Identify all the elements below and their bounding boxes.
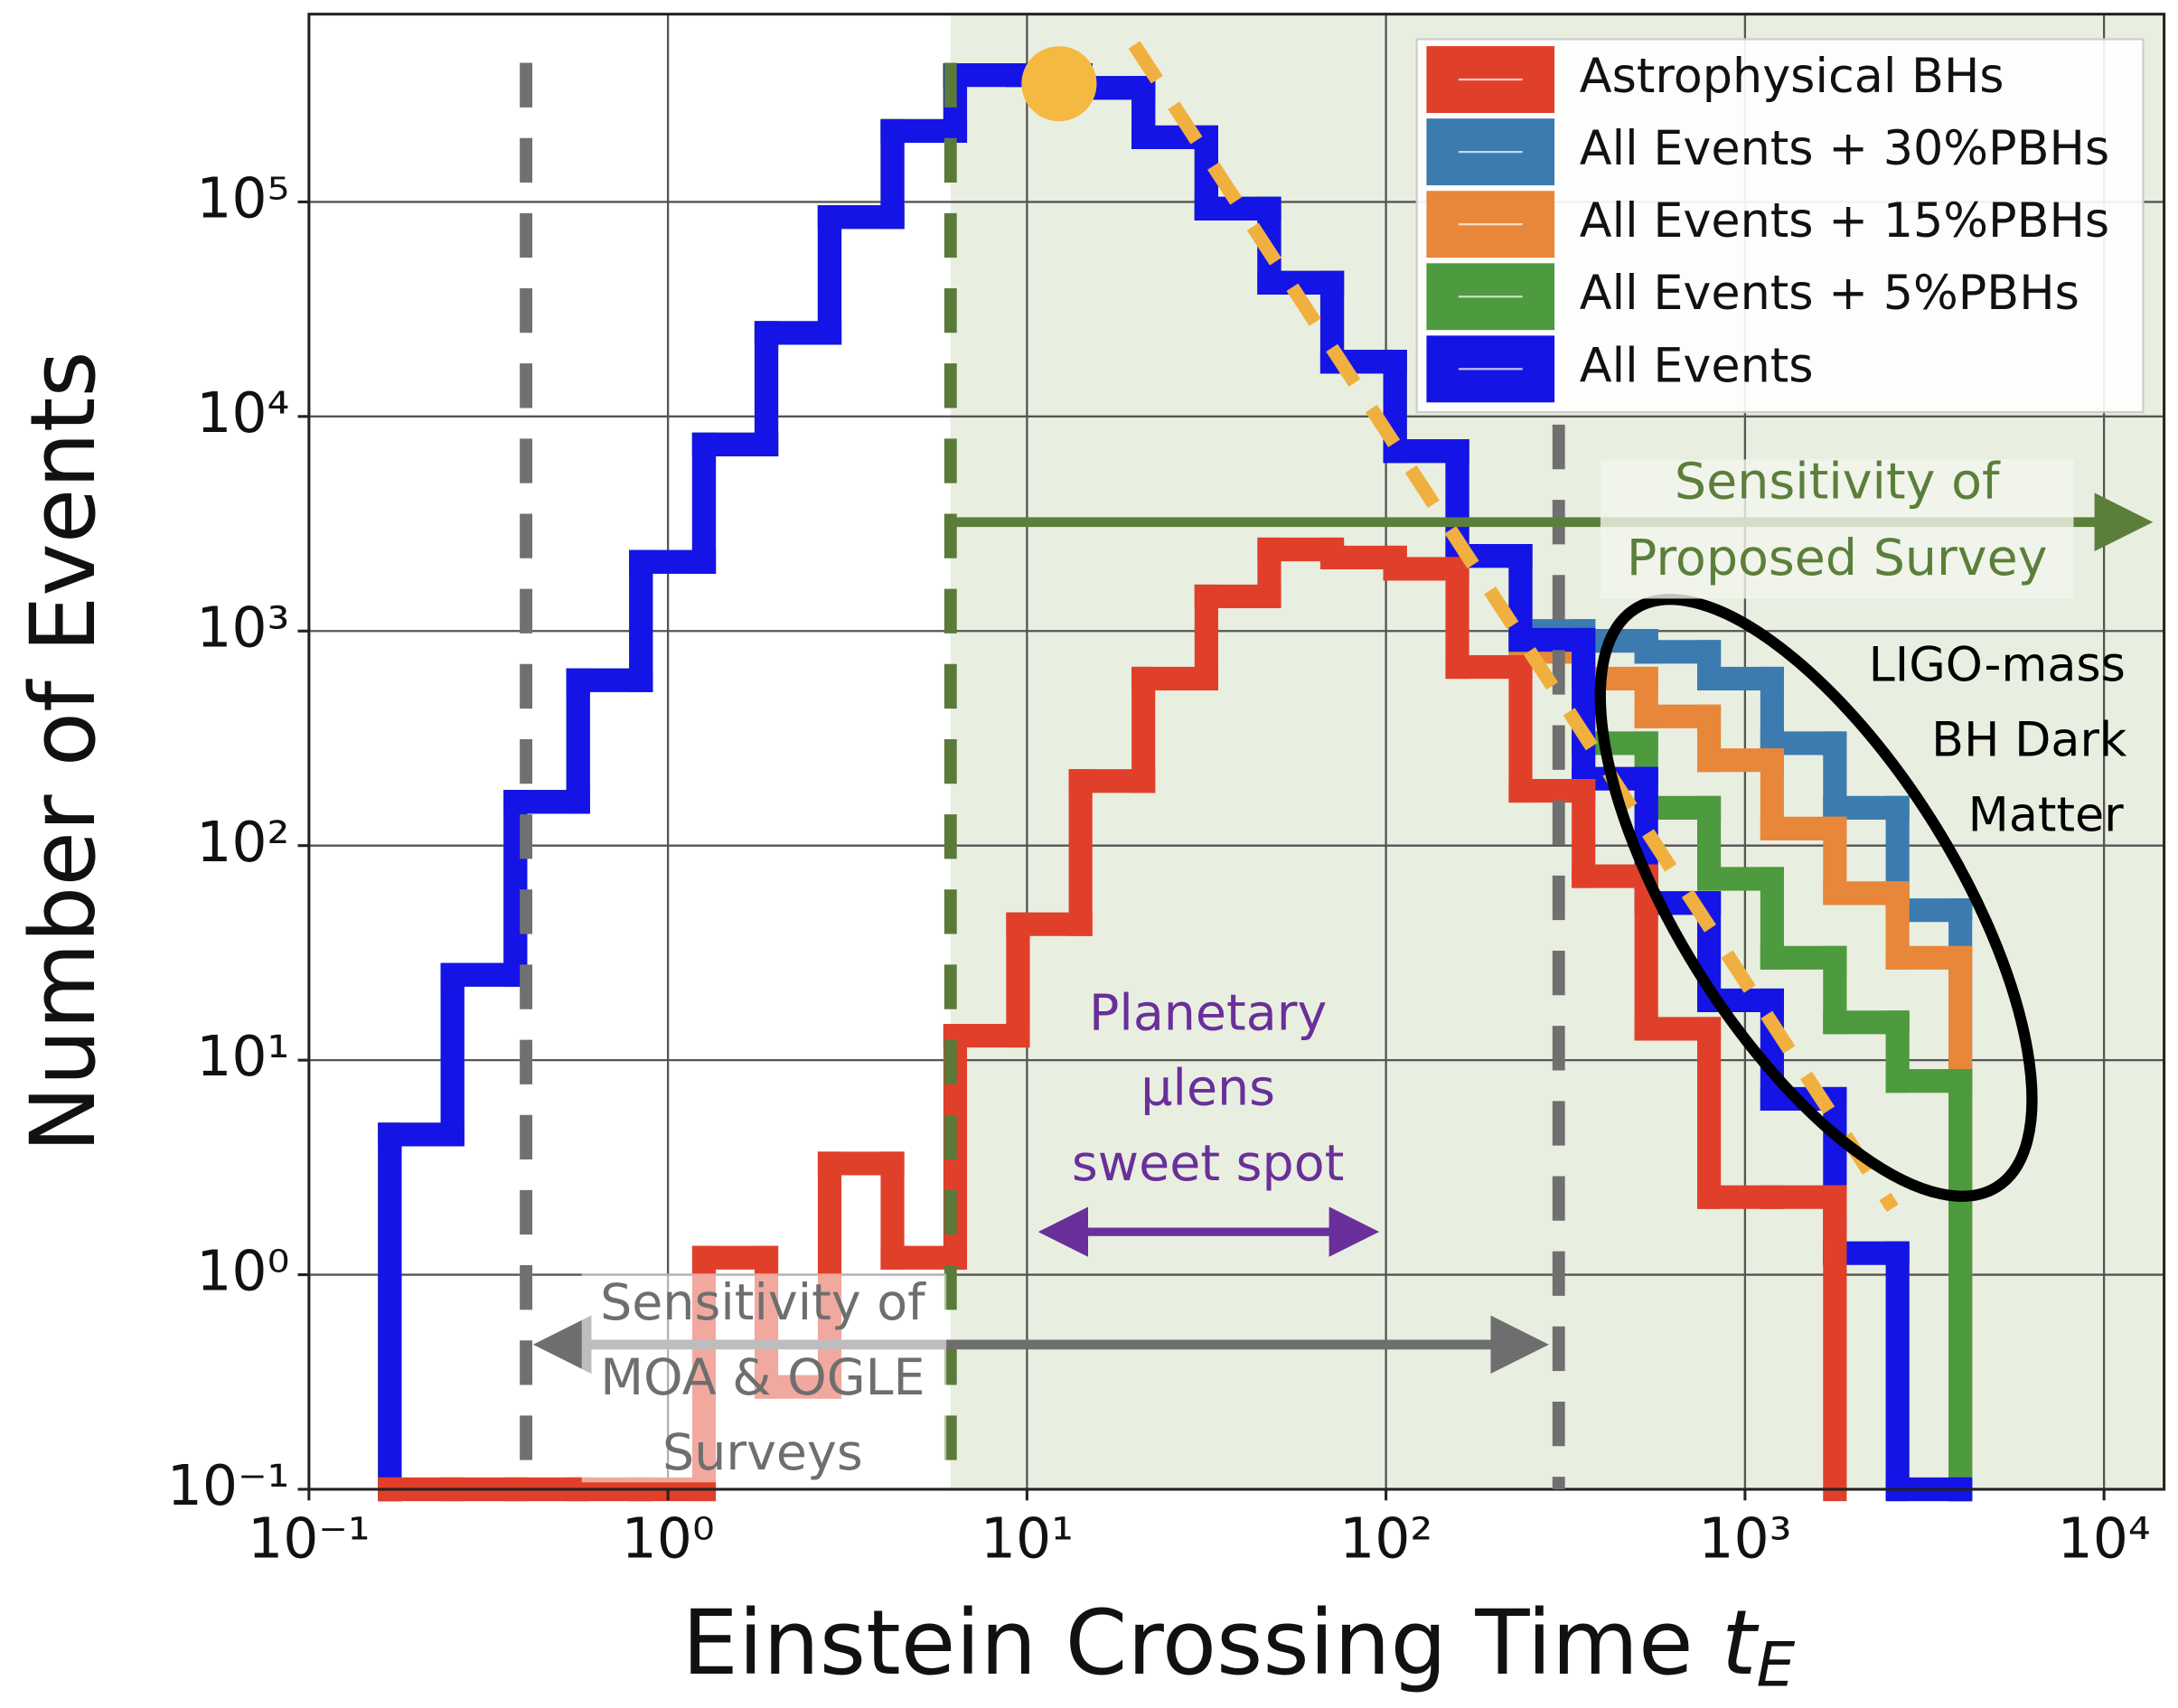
annotation: BH Dark: [1931, 713, 2127, 768]
annotation: Sensitivity of: [1675, 453, 2001, 511]
legend-label: All Events + 30%PBHs: [1580, 121, 2109, 176]
annotation: Surveys: [662, 1424, 863, 1482]
y-tick-label: 10⁰: [196, 1239, 289, 1304]
legend-label: All Events + 5%PBHs: [1580, 266, 2079, 321]
x-tick-label: 10²: [1339, 1506, 1432, 1572]
peak-marker: [1021, 46, 1097, 122]
x-tick-label: 10¹: [981, 1506, 1074, 1572]
annotation: Proposed Survey: [1627, 530, 2048, 587]
x-label-subscript: E: [1757, 1628, 1796, 1700]
x-label-symbol: t: [1722, 1592, 1760, 1695]
annotation: LIGO-mass: [1869, 637, 2126, 692]
plot-frame: [307, 13, 2166, 1491]
x-label-text: Einstein Crossing Time: [682, 1592, 1694, 1695]
annotation: MOA & OGLE: [600, 1349, 925, 1407]
x-tick-label: 10³: [1698, 1506, 1791, 1572]
y-tick-label: 10⁴: [196, 380, 289, 446]
legend-label: Astrophysical BHs: [1580, 49, 2004, 104]
y-tick-label: 10⁻¹: [167, 1453, 290, 1518]
annotation: Planetary: [1089, 985, 1327, 1043]
y-axis-label: Number of Events: [13, 351, 116, 1152]
annotation: Matter: [1968, 788, 2124, 843]
x-axis-label: Einstein Crossing Time tE: [682, 1592, 1796, 1700]
annotation: sweet spot: [1072, 1135, 1344, 1193]
y-tick-label: 10¹: [196, 1024, 289, 1089]
slope-line: [1128, 41, 1899, 1213]
ligo-ellipse: [1594, 594, 2038, 1202]
label-backdrop: [1600, 459, 2074, 599]
y-tick-label: 10⁵: [196, 165, 289, 230]
annotation: μlens: [1141, 1060, 1275, 1118]
legend-label: All Events + 15%PBHs: [1580, 193, 2109, 249]
y-tick-label: 10²: [196, 810, 289, 875]
label-backdrop: [581, 1273, 947, 1483]
annotation: Sensitivity of: [600, 1274, 926, 1332]
x-tick-label: 10⁰: [622, 1506, 715, 1572]
legend: Astrophysical BHs All Events + 30%PBHs All…: [1415, 38, 2145, 414]
y-tick-label: 10³: [196, 595, 289, 660]
x-tick-label: 10⁴: [2058, 1506, 2151, 1572]
x-tick-label: 10⁻¹: [248, 1506, 371, 1572]
legend-label: All Events: [1580, 338, 1814, 393]
